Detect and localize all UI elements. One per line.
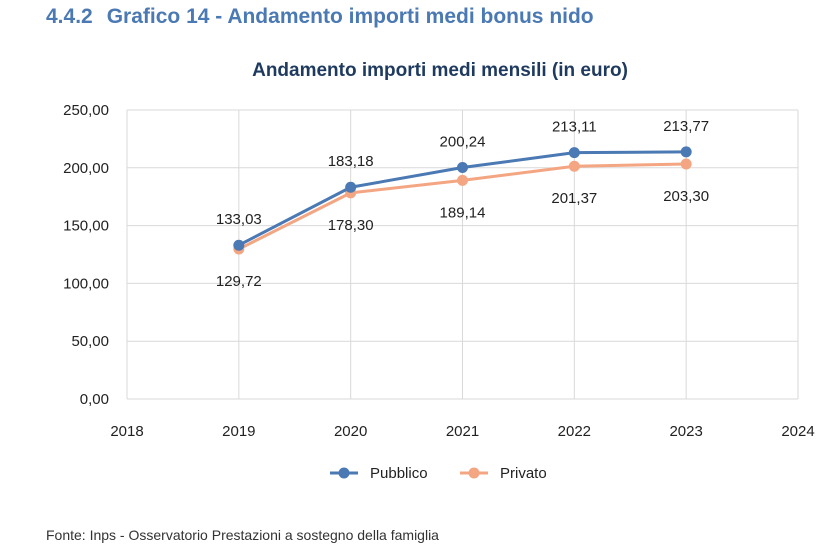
data-point-pubblico [457, 162, 468, 174]
x-tick-label: 2019 [222, 423, 255, 440]
data-label-privato: 129,72 [216, 273, 262, 290]
x-tick-label: 2021 [446, 423, 479, 440]
data-point-privato [457, 174, 468, 186]
chart-title: Andamento importi medi mensili (in euro) [252, 60, 628, 81]
x-tick-label: 2018 [110, 423, 143, 440]
section-number: 4.4.2 [46, 5, 93, 28]
y-tick-label: 0,00 [80, 391, 109, 408]
data-label-pubblico: 213,11 [552, 119, 597, 136]
data-point-pubblico [568, 147, 580, 159]
legend-marker-pubblico [338, 467, 350, 479]
y-tick-label: 200,00 [63, 160, 109, 177]
source-note: Fonte: Inps - Osservatorio Prestazioni a… [46, 527, 439, 543]
data-label-privato: 178,30 [328, 217, 374, 234]
data-label-pubblico: 183,18 [328, 153, 374, 170]
data-point-pubblico [233, 239, 245, 251]
legend-marker-privato [468, 467, 480, 479]
y-tick-label: 250,00 [63, 102, 109, 119]
legend-label-pubblico: Pubblico [370, 465, 428, 482]
data-label-pubblico: 213,77 [663, 118, 709, 135]
y-tick-label: 150,00 [63, 218, 109, 235]
legend: Pubblico Privato [330, 465, 547, 482]
x-tick-label: 2024 [781, 423, 814, 440]
data-label-privato: 201,37 [551, 190, 597, 207]
data-label-pubblico: 133,03 [216, 211, 262, 228]
x-tick-label: 2023 [669, 423, 702, 440]
y-tick-label: 50,00 [71, 333, 109, 350]
data-point-pubblico [345, 181, 357, 193]
data-label-privato: 203,30 [663, 188, 709, 205]
plot-area: 0,00 50,00 100,00 150,00 200,00 250,00 2018 201… [63, 102, 815, 440]
legend-label-privato: Privato [500, 465, 547, 482]
x-tick-label: 2020 [334, 423, 367, 440]
data-label-pubblico: 200,24 [440, 134, 486, 151]
section-title: 4.4.2 Grafico 14 - Andamento importi medi… [46, 5, 594, 29]
data-point-privato [568, 160, 580, 172]
data-point-privato [680, 158, 692, 170]
x-tick-label: 2022 [558, 423, 591, 440]
y-tick-label: 100,00 [63, 275, 109, 292]
section-title-text: Grafico 14 - Andamento importi medi bonu… [106, 5, 594, 28]
data-point-pubblico [680, 146, 692, 158]
data-label-privato: 189,14 [440, 204, 486, 221]
